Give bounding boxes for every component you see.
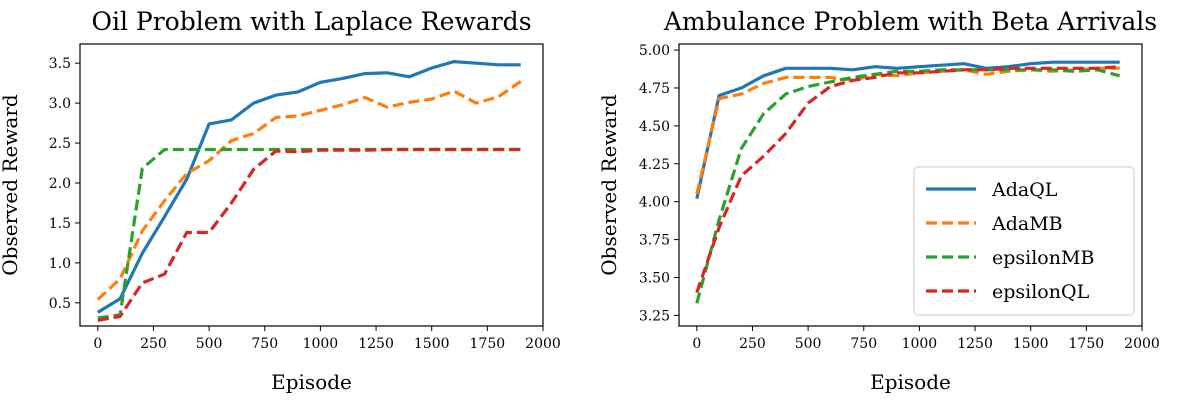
y-tick-label: 1.5 xyxy=(49,216,71,232)
plot-frame xyxy=(678,43,1143,327)
y-tick-label: 3.0 xyxy=(49,96,71,112)
y-tick-label: 3.50 xyxy=(639,270,670,286)
y-axis-label: Observed Reward xyxy=(597,94,621,276)
x-tick-label: 750 xyxy=(251,336,278,352)
series-AdaMB xyxy=(96,80,522,301)
x-tick-label: 500 xyxy=(196,336,223,352)
y-tick-label: 3.5 xyxy=(49,56,71,72)
x-tick-label: 250 xyxy=(739,336,766,352)
series-AdaQL xyxy=(96,59,521,314)
series-line-epsilonQL xyxy=(695,65,1120,294)
chart-panel-1: Oil Problem with Laplace Rewards 0 250 500 7… xyxy=(0,7,561,394)
series-epsilonQL xyxy=(97,147,521,322)
series-line-AdaQL xyxy=(695,60,1120,199)
x-axis-label: Episode xyxy=(271,370,352,394)
x-tick-label: 1000 xyxy=(303,336,339,352)
y-tick-label: 4.50 xyxy=(639,119,670,135)
x-tick-label: 2000 xyxy=(525,336,561,352)
chart-title: Oil Problem with Laplace Rewards xyxy=(91,7,531,36)
plot-frame xyxy=(79,43,544,327)
y-axis-label: Observed Reward xyxy=(0,94,22,276)
y-tick-label: 2.5 xyxy=(49,136,71,152)
y-tick-label: 3.75 xyxy=(639,233,670,249)
x-tick-label: 500 xyxy=(795,336,822,352)
x-tick-label: 250 xyxy=(140,336,167,352)
series-line-AdaMB xyxy=(96,80,522,301)
x-tick-label: 0 xyxy=(93,336,102,352)
x-tick-label: 1500 xyxy=(1013,336,1049,352)
x-tick-label: 1500 xyxy=(414,336,450,352)
x-tick-label: 1000 xyxy=(902,336,938,352)
legend-label: AdaMB xyxy=(991,213,1063,235)
x-tick-label: 1750 xyxy=(1069,336,1105,352)
y-tick-label: 5.00 xyxy=(639,43,670,59)
series-line-epsilonQL xyxy=(97,147,521,322)
series-epsilonQL xyxy=(695,65,1120,294)
y-tick-label: 1.0 xyxy=(49,256,71,272)
series-line-epsilonMB xyxy=(97,147,521,320)
x-tick-label: 2000 xyxy=(1124,336,1160,352)
x-tick-label: 750 xyxy=(850,336,877,352)
y-tick-label: 2.0 xyxy=(49,176,71,192)
x-tick-label: 0 xyxy=(692,336,701,352)
legend-label: epsilonQL xyxy=(992,281,1090,303)
y-tick-label: 4.25 xyxy=(639,157,670,173)
x-tick-label: 1250 xyxy=(358,336,394,352)
legend-label: AdaQL xyxy=(991,179,1058,201)
series-AdaQL xyxy=(695,60,1120,199)
y-tick-label: 4.00 xyxy=(639,195,670,211)
y-tick-label: 4.75 xyxy=(639,81,670,97)
chart-panel-2: Ambulance Problem with Beta Arrivals 0 250… xyxy=(597,7,1160,394)
y-tick-label: 3.25 xyxy=(639,308,670,324)
series-epsilonMB xyxy=(97,147,521,320)
series-line-AdaQL xyxy=(96,59,521,314)
legend-box xyxy=(913,166,1135,316)
y-tick-label: 0.5 xyxy=(49,296,71,312)
legend-label: epsilonMB xyxy=(992,247,1094,269)
legend: AdaQL AdaMB epsilonMB epsilonQL xyxy=(913,166,1135,316)
x-tick-label: 1750 xyxy=(470,336,506,352)
x-axis-label: Episode xyxy=(870,370,951,394)
chart-title: Ambulance Problem with Beta Arrivals xyxy=(663,7,1157,36)
x-tick-label: 1250 xyxy=(957,336,993,352)
